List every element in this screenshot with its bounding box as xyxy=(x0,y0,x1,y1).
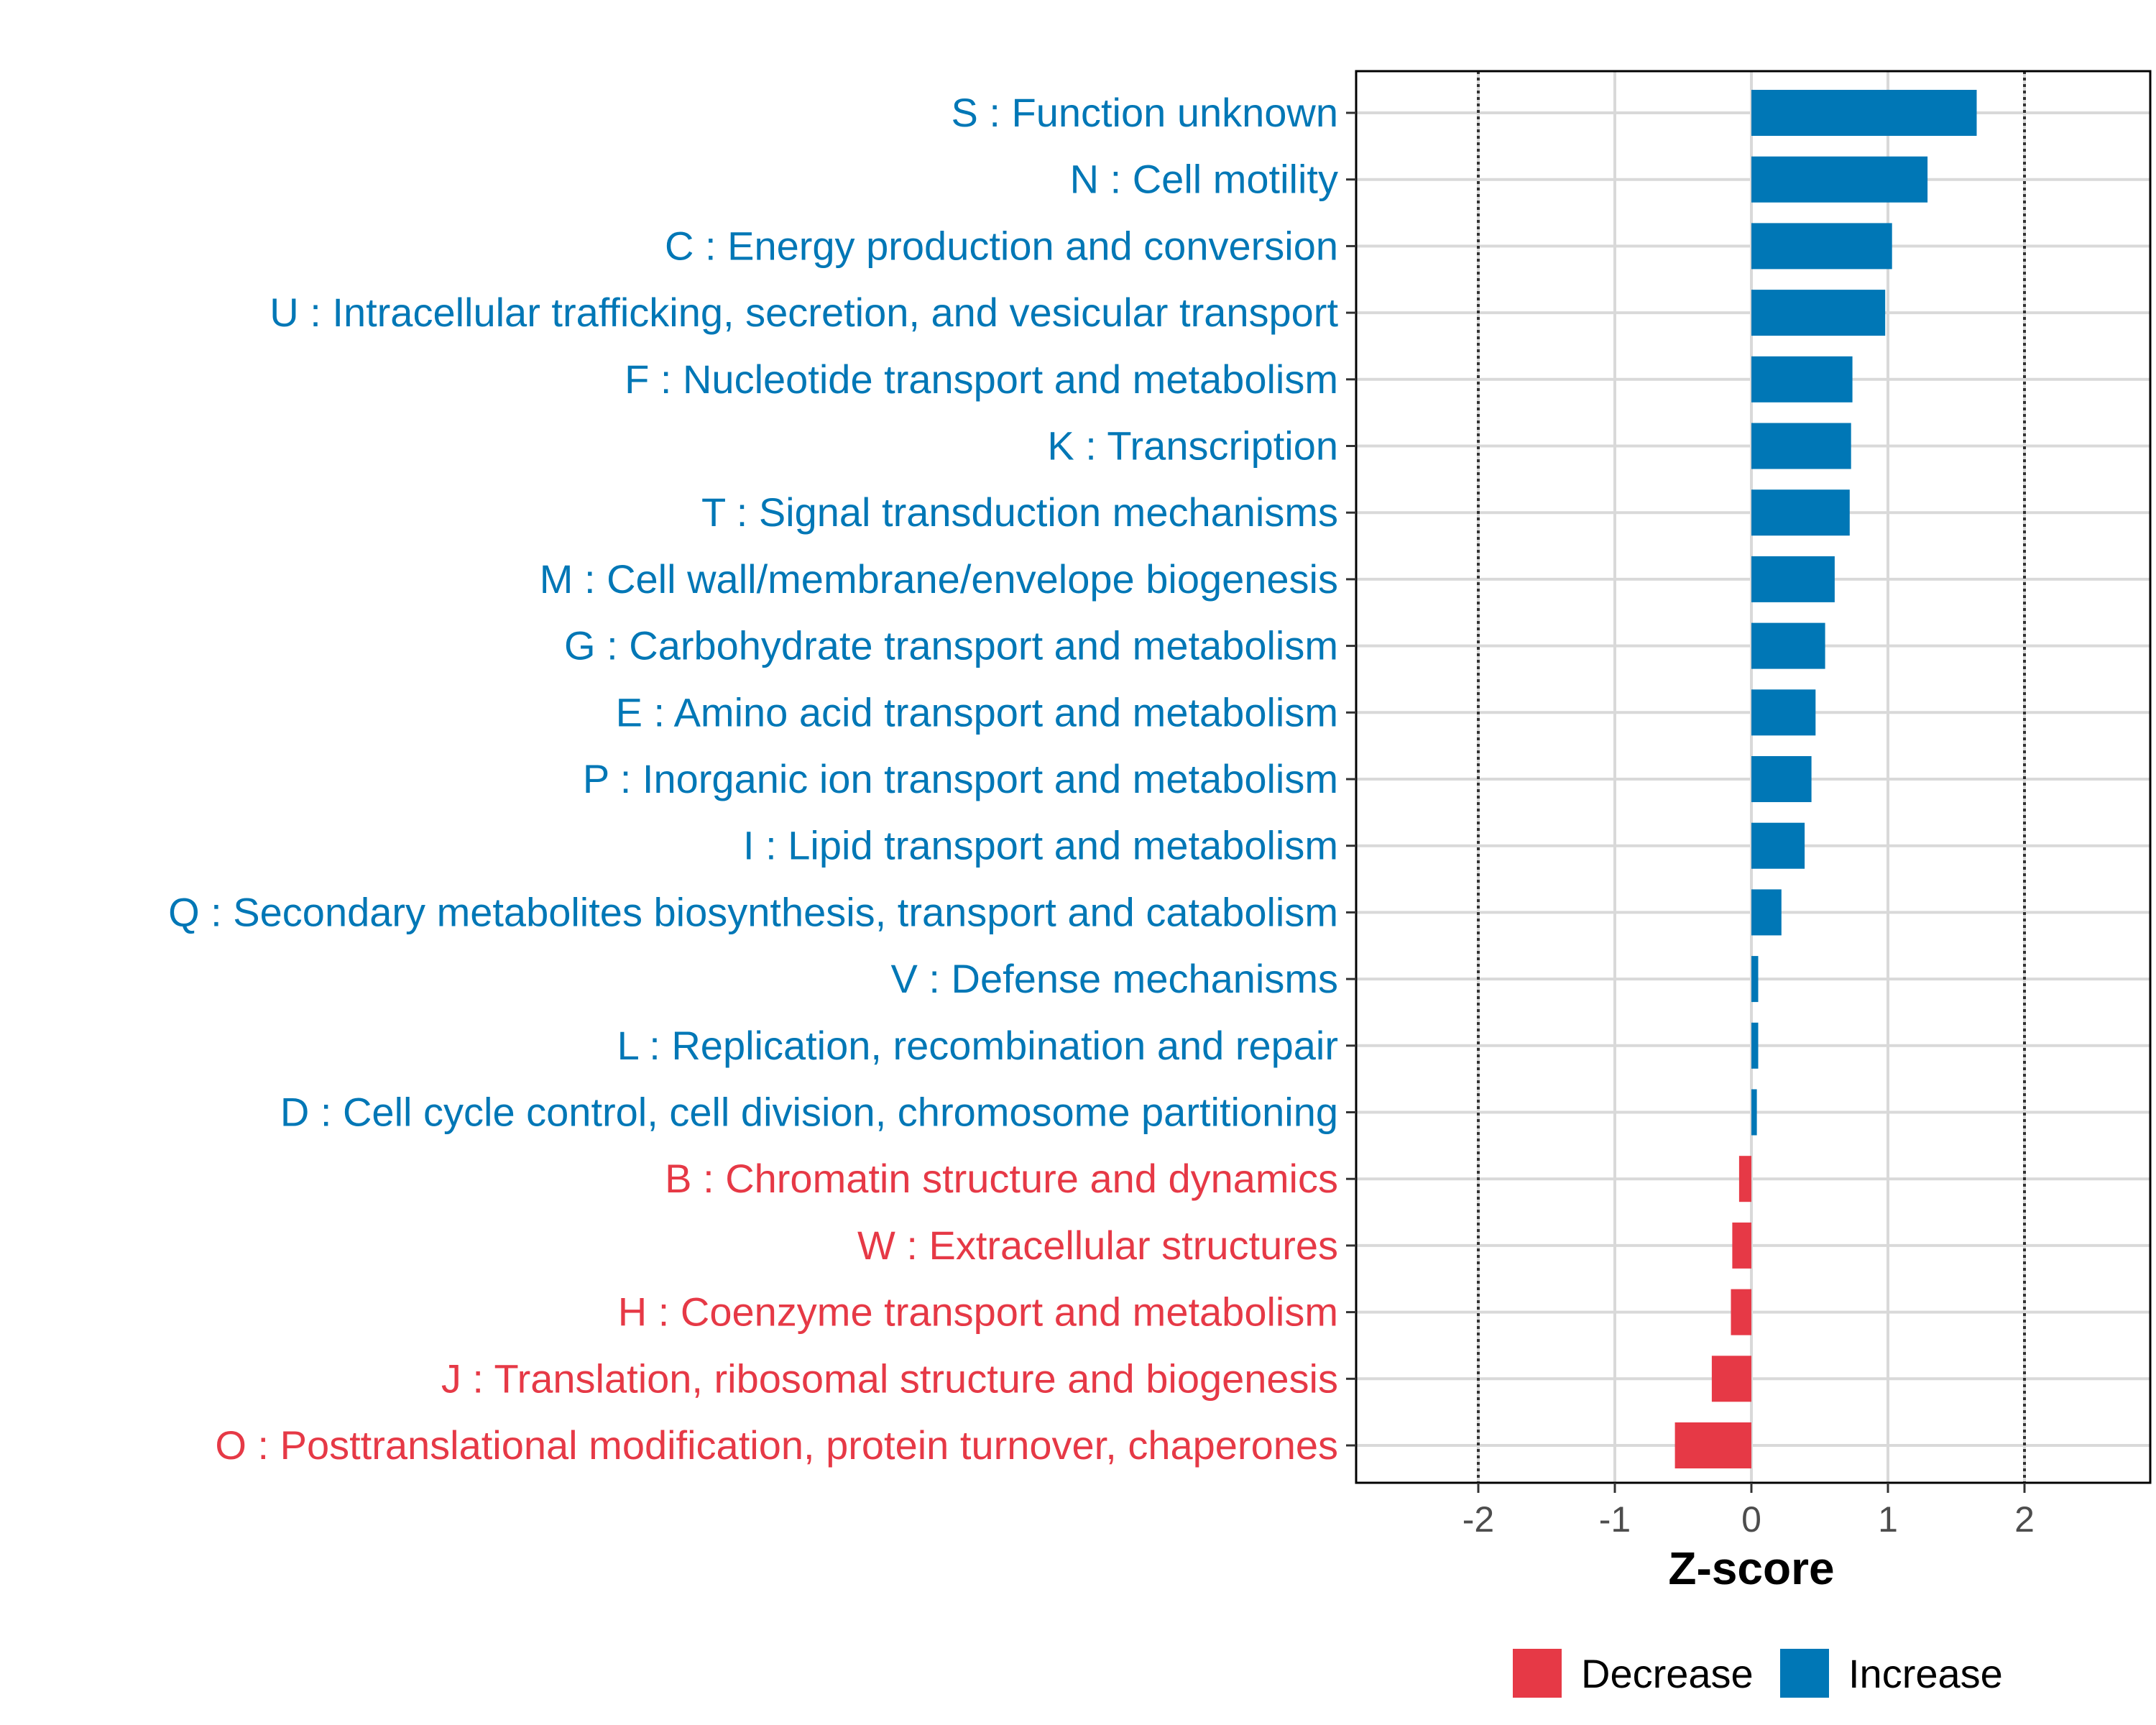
bar xyxy=(1751,356,1853,402)
legend-swatch-decrease xyxy=(1513,1649,1562,1698)
legend-label-decrease: Decrease xyxy=(1581,1651,1754,1696)
bar xyxy=(1751,90,1977,136)
reference-lines xyxy=(1477,71,2026,1483)
bar xyxy=(1751,956,1759,1003)
bar xyxy=(1751,156,1928,203)
category-label: S : Function unknown xyxy=(951,90,1338,135)
category-label: W : Extracellular structures xyxy=(857,1223,1338,1268)
bar xyxy=(1751,689,1816,736)
x-tick-label: -2 xyxy=(1462,1499,1494,1540)
legend-label-increase: Increase xyxy=(1848,1651,2003,1696)
category-label: U : Intracellular trafficking, secretion… xyxy=(270,290,1338,335)
bar xyxy=(1732,1222,1751,1269)
legend: Decrease Increase xyxy=(1513,1649,2003,1698)
bar xyxy=(1751,756,1812,802)
bar xyxy=(1751,1089,1757,1136)
bar xyxy=(1751,489,1850,536)
bar xyxy=(1751,223,1892,270)
category-label: D : Cell cycle control, cell division, c… xyxy=(280,1090,1338,1135)
bar xyxy=(1751,556,1835,602)
bar xyxy=(1751,1022,1759,1069)
category-label: N : Cell motility xyxy=(1070,157,1338,202)
category-label: H : Coenzyme transport and metabolism xyxy=(618,1289,1338,1335)
bars xyxy=(1674,90,1977,1468)
plot-panel-border xyxy=(1355,70,2152,1484)
x-tick-label: 0 xyxy=(1741,1499,1761,1540)
bar xyxy=(1751,822,1805,869)
category-labels: S : Function unknown N : Cell motility C :… xyxy=(168,90,1338,1468)
bar xyxy=(1674,1422,1751,1468)
x-tick-label: 2 xyxy=(2014,1499,2035,1540)
category-label: B : Chromatin structure and dynamics xyxy=(665,1156,1338,1201)
category-label: E : Amino acid transport and metabolism xyxy=(616,689,1338,735)
category-label: V : Defense mechanisms xyxy=(891,956,1338,1001)
bar xyxy=(1731,1289,1751,1335)
category-label: O : Posttranslational modification, prot… xyxy=(215,1422,1338,1468)
category-label: C : Energy production and conversion xyxy=(665,223,1338,268)
bar xyxy=(1751,423,1851,469)
category-label: G : Carbohydrate transport and metabolis… xyxy=(564,623,1338,668)
category-label: Q : Secondary metabolites biosynthesis, … xyxy=(168,889,1338,934)
bar xyxy=(1711,1356,1751,1402)
category-label: T : Signal transduction mechanisms xyxy=(701,489,1338,535)
category-label: M : Cell wall/membrane/envelope biogenes… xyxy=(540,556,1338,602)
x-axis-ticks: -2 -1 0 1 2 xyxy=(1346,111,2035,1540)
bar xyxy=(1751,622,1825,669)
category-label: P : Inorganic ion transport and metaboli… xyxy=(583,756,1338,801)
x-axis-title: Z-score xyxy=(1668,1542,1834,1594)
category-label: I : Lipid transport and metabolism xyxy=(743,823,1338,868)
category-label: F : Nucleotide transport and metabolism xyxy=(625,356,1338,402)
x-tick-label: -1 xyxy=(1599,1499,1631,1540)
legend-swatch-increase xyxy=(1780,1649,1829,1698)
bar xyxy=(1751,889,1782,936)
category-label: L : Replication, recombination and repai… xyxy=(617,1023,1338,1068)
category-label: J : Translation, ribosomal structure and… xyxy=(441,1356,1338,1401)
x-tick-label: 1 xyxy=(1878,1499,1898,1540)
bar xyxy=(1751,290,1886,336)
bar xyxy=(1738,1156,1751,1202)
category-label: K : Transcription xyxy=(1047,423,1338,469)
